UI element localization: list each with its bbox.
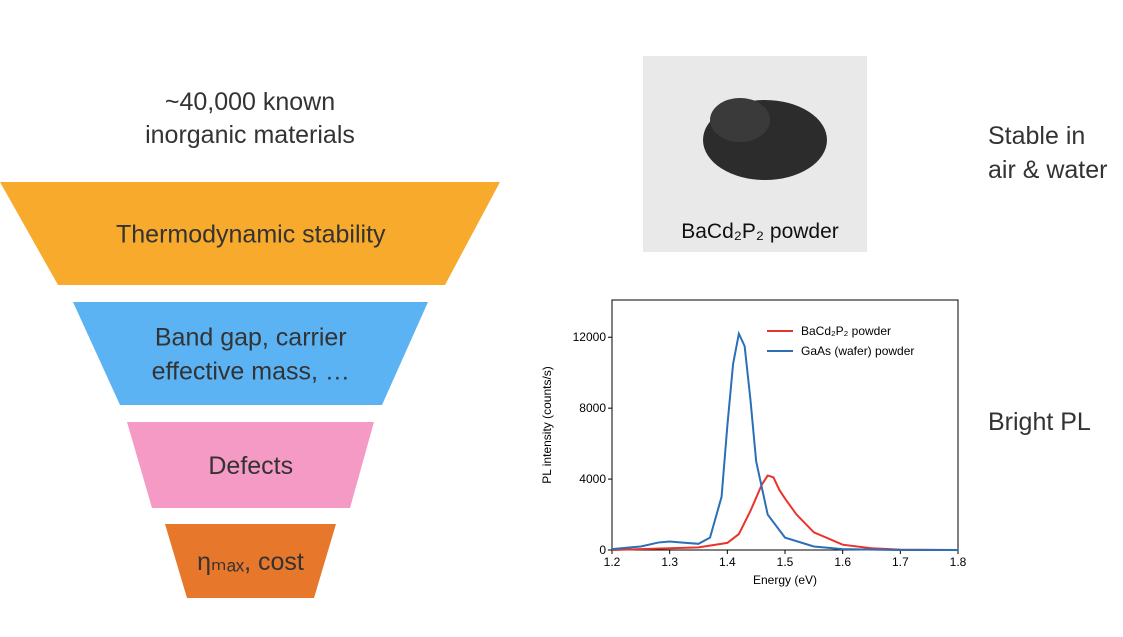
y-axis-label: PL intensity (counts/s)	[540, 366, 554, 484]
funnel-label: Defects	[208, 452, 293, 480]
side-note: Bright PL	[988, 408, 1091, 436]
y-tick-label: 12000	[573, 330, 607, 344]
x-tick-label: 1.5	[777, 555, 794, 569]
funnel-label: ηₘₐₓ, cost	[197, 548, 304, 576]
powder	[710, 98, 770, 142]
funnel-stage	[127, 422, 374, 508]
x-tick-label: 1.7	[892, 555, 909, 569]
funnel-label: Thermodynamic stability	[116, 221, 386, 249]
funnel-stage	[165, 524, 336, 598]
x-tick-label: 1.4	[719, 555, 736, 569]
legend-label: GaAs (wafer) powder	[801, 344, 914, 358]
series-line	[611, 330, 958, 551]
funnel-label: effective mass, …	[152, 358, 350, 386]
x-tick-label: 1.6	[834, 555, 851, 569]
funnel-label: Band gap, carrier	[155, 324, 347, 352]
series-line	[611, 474, 959, 551]
intro-line: ~40,000 known	[165, 88, 335, 116]
y-tick-label: 0	[599, 543, 606, 557]
side-note: Stable in	[988, 122, 1085, 150]
x-tick-label: 1.8	[950, 555, 967, 569]
y-tick-label: 8000	[579, 401, 606, 415]
y-tick-label: 4000	[579, 472, 606, 486]
plot-frame	[611, 299, 959, 551]
legend-label: BaCd₂P₂ powder	[801, 324, 891, 338]
side-note: air & water	[988, 156, 1107, 184]
funnel-stage	[0, 182, 500, 285]
x-tick-label: 1.2	[604, 555, 621, 569]
x-axis-label: Energy (eV)	[753, 573, 817, 587]
intro-line: inorganic materials	[145, 121, 355, 149]
x-tick-label: 1.3	[661, 555, 678, 569]
photo-caption: BaCd₂P₂ powder	[681, 220, 839, 243]
funnel-stage	[73, 302, 428, 405]
